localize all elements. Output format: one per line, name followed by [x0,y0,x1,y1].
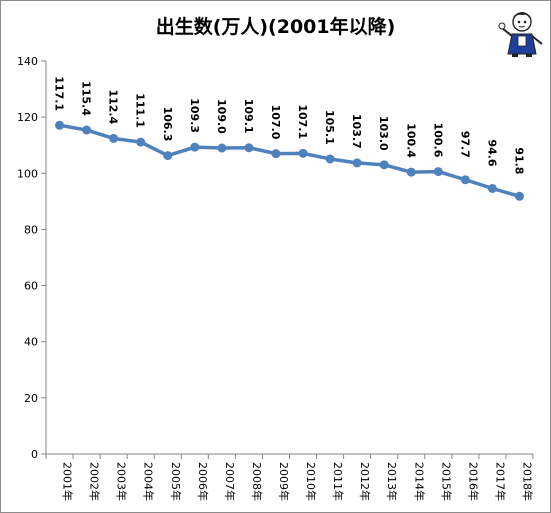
data-point [460,175,470,185]
x-tick-label: 2004年 [142,462,156,501]
data-label: 103.7 [350,114,363,149]
data-label: 112.4 [107,89,120,124]
x-tick-label: 2001年 [61,462,75,501]
data-label: 100.6 [431,123,444,158]
x-tick-label: 2002年 [88,462,102,501]
data-label: 107.0 [269,105,282,140]
y-tick-label: 100 [17,167,38,180]
data-point [271,149,281,159]
data-point [190,142,200,152]
x-tick-label: 2005年 [169,462,183,501]
x-tick-label: 2007年 [223,462,237,501]
x-tick-label: 2017年 [493,462,507,501]
x-tick-label: 2013年 [385,462,399,501]
data-label: 100.4 [404,123,417,158]
data-point [352,158,362,168]
mascot-illustration-icon [498,12,543,57]
x-tick-label: 2018年 [520,462,534,501]
data-point [487,183,497,193]
data-point [55,120,65,130]
data-label: 106.3 [161,107,174,142]
y-tick-label: 140 [17,55,38,68]
data-label: 111.1 [134,93,147,128]
data-point [244,143,254,153]
data-label: 117.1 [53,76,66,111]
data-point [136,137,146,147]
y-tick-label: 0 [31,448,38,461]
x-tick-label: 2006年 [196,462,210,501]
data-point [325,154,335,164]
x-tick-label: 2014年 [412,462,426,501]
data-label: 109.3 [188,98,201,133]
data-label: 94.6 [485,139,498,166]
data-point [433,167,443,177]
data-point [163,151,173,161]
series-line [59,123,520,198]
data-label: 105.1 [323,110,336,145]
data-label: 97.7 [458,131,471,158]
data-label: 109.1 [242,99,255,134]
data-point [82,125,92,135]
y-tick-label: 40 [24,336,38,349]
data-label: 103.0 [377,116,390,151]
x-tick-label: 2016年 [466,462,480,501]
data-point [217,143,227,153]
data-point [109,133,119,143]
x-tick-label: 2010年 [304,462,318,501]
data-point [298,148,308,158]
x-tick-label: 2003年 [115,462,129,501]
data-point [514,191,524,201]
data-point [379,160,389,170]
data-label: 115.4 [80,81,93,116]
y-tick-label: 80 [24,223,38,236]
y-tick-label: 20 [24,392,38,405]
data-label: 107.1 [296,104,309,139]
x-tick-label: 2011年 [331,462,345,501]
y-tick-label: 60 [24,280,38,293]
data-point [406,167,416,177]
chart-title: 出生数(万人)(2001年以降) [155,16,396,38]
y-tick-label: 120 [17,111,38,124]
data-label: 109.0 [215,99,228,134]
x-tick-label: 2015年 [439,462,453,501]
x-tick-label: 2008年 [250,462,264,501]
x-tick-label: 2009年 [277,462,291,501]
x-tick-label: 2012年 [358,462,372,501]
data-label: 91.8 [512,147,525,174]
